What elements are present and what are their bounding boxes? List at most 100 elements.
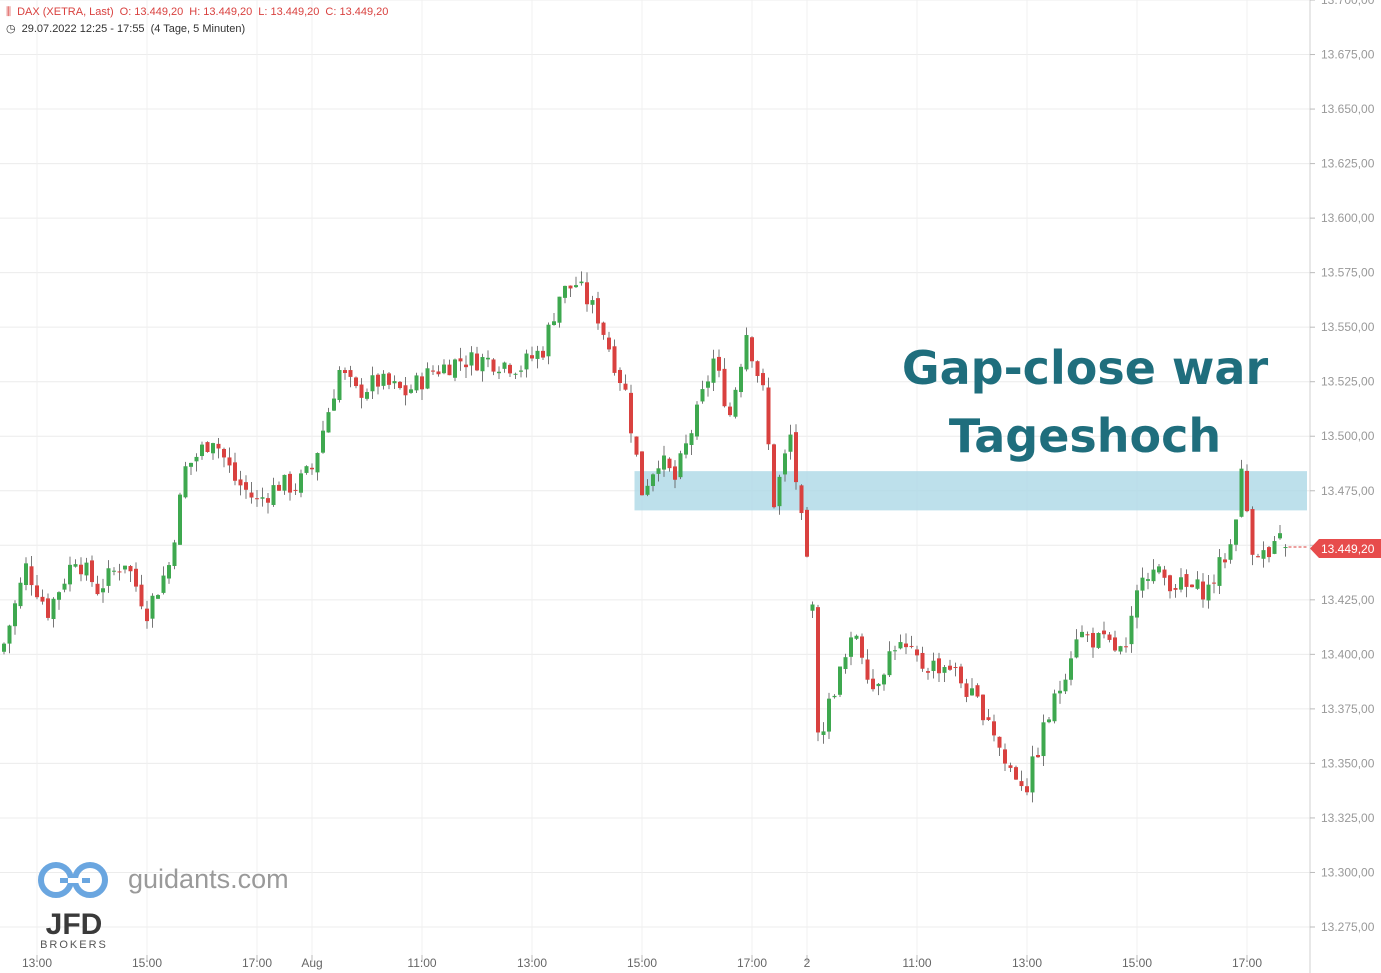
candle-body xyxy=(1272,541,1277,554)
candle-body xyxy=(447,364,452,376)
candle-body xyxy=(112,570,116,572)
candle-body xyxy=(975,685,980,697)
candle-body xyxy=(865,659,870,680)
candle-body xyxy=(1030,756,1035,793)
candle-body xyxy=(601,322,606,335)
candle-body xyxy=(299,473,303,493)
date-range: 29.07.2022 12:25 - 17:55 xyxy=(21,23,145,35)
candle-body xyxy=(1190,584,1194,588)
candle-body xyxy=(557,296,562,323)
candle-body xyxy=(1267,547,1271,558)
candle-body xyxy=(238,479,243,486)
candle-body xyxy=(95,583,100,595)
candle-body xyxy=(304,466,309,473)
candle-body xyxy=(1058,690,1062,694)
candle-body xyxy=(51,598,56,620)
candle-body xyxy=(227,457,232,466)
candle-body xyxy=(1234,519,1238,545)
candle-body xyxy=(871,678,875,690)
candle-body xyxy=(161,575,166,593)
logo-subtext: BROKERS xyxy=(40,939,108,951)
y-tick-label: 13.275,00 xyxy=(1321,920,1375,934)
candle-body xyxy=(343,370,347,374)
candle-body xyxy=(541,350,545,358)
candle-body xyxy=(1096,633,1101,648)
candle-body xyxy=(970,688,974,696)
candle-body xyxy=(1223,559,1227,563)
candle-body xyxy=(1283,547,1288,549)
candle-body xyxy=(733,389,738,417)
candle-body xyxy=(1069,658,1073,680)
candle-body xyxy=(986,717,991,720)
candle-body xyxy=(156,595,160,599)
candle-body xyxy=(491,359,496,372)
candle-body xyxy=(513,373,518,375)
candle-body xyxy=(728,406,732,416)
candle-body xyxy=(128,566,133,572)
candle-body xyxy=(761,373,765,386)
x-tick-label: Aug xyxy=(301,956,322,970)
candles xyxy=(2,271,1307,803)
clock-icon: ◷ xyxy=(6,23,16,35)
candle-body xyxy=(876,683,881,687)
candle-body xyxy=(552,321,556,326)
candle-body xyxy=(915,649,919,656)
candle-body xyxy=(1036,755,1040,758)
chart-header-range: ◷ 29.07.2022 12:25 - 17:55 (4 Tage, 5 Minu… xyxy=(6,22,251,35)
candle-body xyxy=(810,604,815,611)
open-value: O: 13.449,20 xyxy=(119,6,184,18)
x-tick-label: 13:00 xyxy=(22,956,52,970)
candle-body xyxy=(1256,556,1260,558)
candle-body xyxy=(849,637,853,657)
candle-body xyxy=(200,444,204,457)
candle-body xyxy=(326,412,331,433)
y-tick-label: 13.500,00 xyxy=(1321,429,1375,443)
candle-body xyxy=(1168,575,1172,592)
candle-body xyxy=(766,387,771,445)
candle-body xyxy=(827,698,831,732)
candle-body xyxy=(1151,569,1156,582)
candle-body xyxy=(1184,574,1189,587)
candle-body xyxy=(359,384,364,398)
candle-body xyxy=(211,443,215,454)
candle-body xyxy=(293,489,298,491)
candle-body xyxy=(469,352,474,366)
candle-body xyxy=(667,458,672,469)
candle-body xyxy=(1135,590,1139,618)
candle-body xyxy=(629,392,633,434)
candle-body xyxy=(574,285,578,288)
candle-body xyxy=(695,404,699,437)
candle-body xyxy=(1157,566,1161,573)
annotation-line-1: Gap-close war xyxy=(901,341,1269,395)
chart-icon: ⫼ xyxy=(6,6,12,18)
candle-body xyxy=(1091,632,1095,648)
x-axis-labels: 13:00 15:00 17:00 Aug 11:00 13:00 15:00 17:00 2 1… xyxy=(22,955,1262,970)
candle-body xyxy=(618,369,622,384)
candle-body xyxy=(178,494,182,545)
candle-body xyxy=(117,571,122,573)
candle-body xyxy=(79,564,83,575)
candle-body xyxy=(882,674,886,685)
candle-body xyxy=(838,666,842,695)
candle-body xyxy=(249,492,254,498)
candle-body xyxy=(689,433,694,445)
interval-label: (4 Tage, 5 Minuten) xyxy=(150,23,246,35)
candle-body xyxy=(937,658,941,674)
candle-body xyxy=(1278,533,1282,539)
candle-body xyxy=(18,582,23,607)
candle-body xyxy=(860,636,864,658)
candle-body xyxy=(398,381,402,389)
candle-body xyxy=(887,651,892,676)
candle-body xyxy=(1261,550,1266,559)
candle-body xyxy=(420,376,424,390)
candle-body xyxy=(651,474,655,486)
candle-body xyxy=(662,455,666,470)
candle-body xyxy=(832,695,837,698)
candle-body xyxy=(1124,646,1128,648)
candle-body xyxy=(997,736,1002,748)
candle-body xyxy=(744,335,749,370)
candle-body xyxy=(1212,582,1216,584)
y-tick-label: 13.425,00 xyxy=(1321,593,1375,607)
candle-body xyxy=(2,643,6,652)
candle-body xyxy=(453,359,457,378)
